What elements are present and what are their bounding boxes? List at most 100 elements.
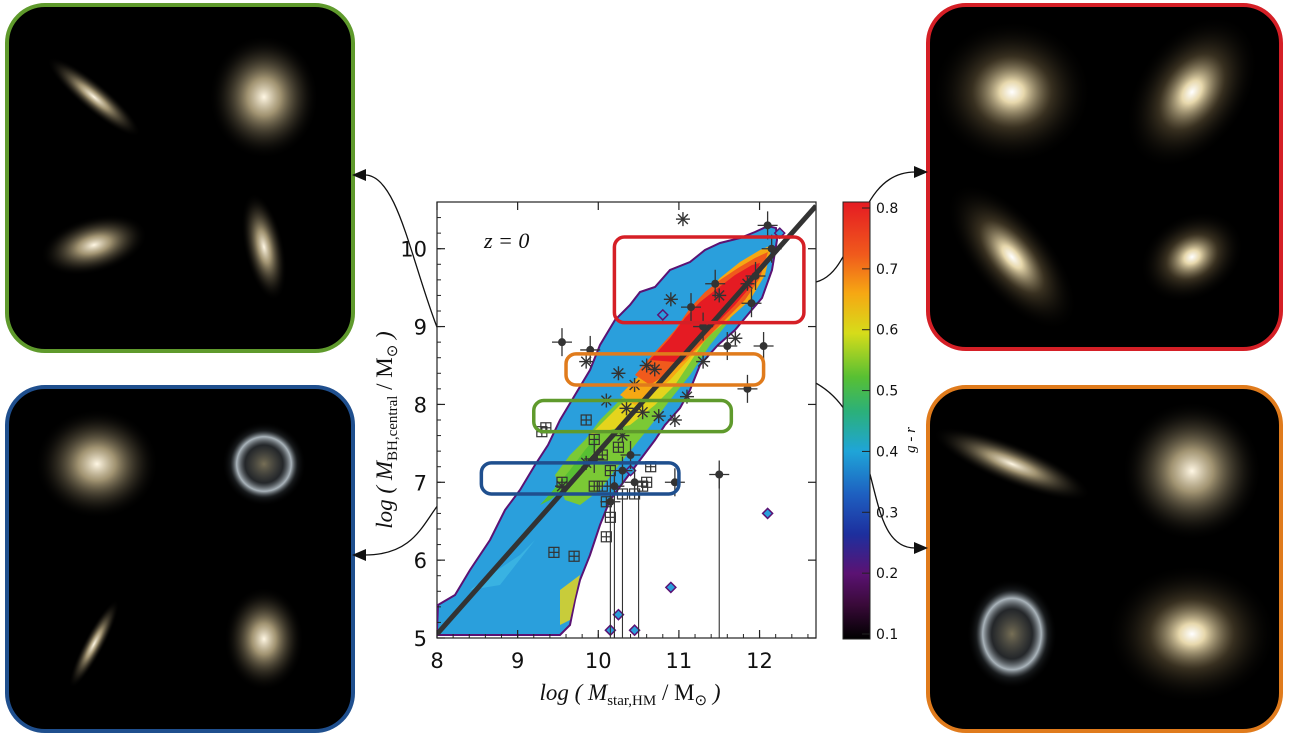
galaxy-images-green (40, 35, 319, 301)
data-point-dot (761, 234, 782, 263)
data-point-dot (664, 468, 685, 497)
y-axis-ticks: 5 6 7 8 9 10 (400, 201, 816, 651)
data-point-dot (753, 332, 774, 361)
colorbar-tick-label: 0.1 (876, 627, 898, 643)
outlier-diamond (761, 507, 774, 520)
galaxy-images-blue (35, 409, 306, 691)
data-point-star (579, 354, 594, 369)
data-point-star (675, 212, 690, 227)
data-point-square (596, 449, 608, 461)
arrow-heads (352, 166, 928, 561)
data-point-dot (737, 374, 758, 403)
outlier-diamond (656, 308, 669, 321)
y-tick-label: 7 (414, 471, 427, 495)
selection-box-blue (479, 461, 681, 496)
galaxy-tl-4 (241, 193, 287, 301)
outlier-diamond (628, 624, 641, 637)
data-point-dot (584, 444, 605, 473)
y-axis-label: log ( MBH,central / M⊙ ) (372, 331, 401, 528)
colorbar-tick-label: 0.4 (876, 444, 898, 460)
x-tick-label: 12 (746, 649, 773, 673)
y-tick-label: 9 (414, 316, 427, 340)
data-point-square (588, 433, 600, 446)
colorbar-tick-label: 0.3 (876, 505, 898, 521)
data-point-dot (693, 312, 714, 341)
galaxy-tl-1 (47, 56, 141, 138)
galaxy-br-1 (932, 427, 1092, 501)
colorbar-tick-label: 0.7 (876, 262, 898, 278)
galaxy-panel-red (926, 3, 1283, 351)
data-point-star (619, 401, 634, 416)
galaxy-bl-1 (35, 409, 159, 519)
data-point-star (667, 413, 682, 427)
data-point-square (548, 546, 560, 558)
galaxy-panel-blue (5, 385, 355, 733)
galaxy-panel-orange (926, 385, 1283, 733)
data-point-square (568, 550, 580, 562)
colorbar-tick-label: 0.8 (876, 201, 898, 217)
data-point-square (641, 476, 653, 488)
data-point-dot (612, 456, 633, 485)
data-point-star (728, 331, 743, 346)
x-tick-label: 8 (430, 649, 443, 673)
observation-points (536, 211, 786, 638)
data-point-dot (757, 211, 778, 240)
data-point-square (600, 496, 612, 508)
data-point-square (588, 480, 600, 492)
galaxy-tr-1 (932, 20, 1092, 164)
x-axis-ticks: 8 9 10 11 12 (430, 202, 809, 673)
data-point-dot (705, 269, 726, 298)
data-point-star (651, 409, 666, 424)
x-tick-label: 9 (511, 649, 524, 673)
colorbar-tick-label: 0.2 (876, 566, 898, 582)
data-point-dot (745, 261, 766, 290)
colorbar-tick-label: 0.5 (876, 384, 898, 400)
data-point-star (647, 362, 662, 377)
x-tick-label: 10 (585, 649, 612, 673)
y-tick-label: 5 (414, 627, 427, 651)
galaxy-tr-3 (946, 183, 1078, 331)
colorbar-ticks: 0.1 0.2 0.3 0.4 0.5 0.6 0.7 0.8 (862, 201, 898, 643)
data-point-star (696, 354, 711, 369)
colorbar-label: g - r (903, 427, 919, 453)
data-point-star (712, 288, 727, 303)
galaxy-bl-2 (222, 422, 306, 506)
selection-box-red (612, 235, 806, 325)
x-axis-label: log ( Mstar,HM / M⊙ ) (539, 680, 720, 709)
colorbar (842, 201, 871, 640)
galaxy-tl-3 (40, 214, 148, 276)
galaxy-bl-4 (224, 587, 304, 691)
redshift-annotation: z = 0 (483, 228, 529, 253)
galaxy-br-4 (1107, 564, 1277, 704)
data-point-star (663, 292, 678, 307)
galaxy-tr-2 (1125, 15, 1259, 169)
data-point-square (600, 531, 612, 543)
data-point-dot (741, 289, 762, 318)
galaxy-br-2 (1122, 401, 1262, 541)
galaxy-tl-2 (209, 35, 319, 159)
data-point-square (556, 476, 568, 488)
data-point-star (740, 276, 755, 291)
y-tick-label: 10 (400, 238, 427, 262)
data-point-star (635, 405, 650, 420)
data-point-dot (551, 328, 572, 357)
galaxy-tr-4 (1139, 211, 1245, 303)
data-point-star (611, 366, 626, 381)
selection-box-green (532, 398, 734, 434)
y-tick-label: 6 (414, 549, 427, 573)
galaxy-images-red (932, 15, 1259, 331)
selection-box-orange (564, 352, 766, 387)
data-point-square (580, 414, 592, 426)
x-tick-label: 11 (666, 649, 693, 673)
galaxy-panel-green (5, 3, 355, 353)
outlier-diamond (612, 608, 625, 621)
data-point-dot (681, 293, 702, 322)
data-point-dot (580, 335, 601, 364)
galaxy-images-orange (932, 401, 1277, 704)
galaxy-bl-3 (68, 599, 120, 689)
outlier-diamond (664, 581, 677, 594)
selection-boxes (479, 235, 806, 496)
galaxy-br-3 (967, 579, 1057, 689)
colorbar-tick-label: 0.6 (876, 323, 898, 339)
